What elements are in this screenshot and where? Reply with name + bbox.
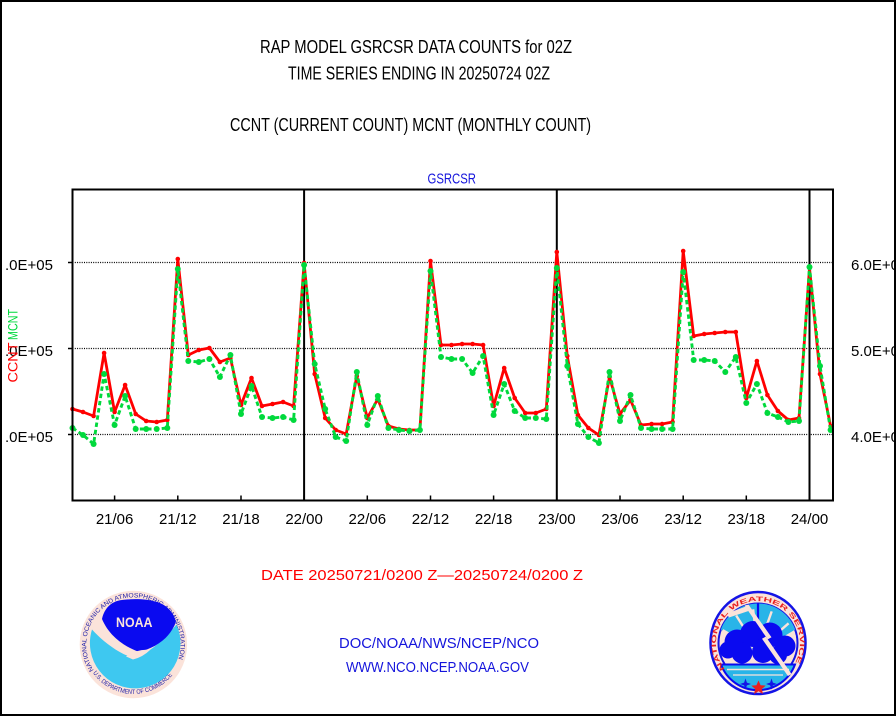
svg-text:RAP MODEL GSRCSR DATA COUNTS f: RAP MODEL GSRCSR DATA COUNTS for 02Z — [260, 37, 572, 57]
svg-text:.0E+05: .0E+05 — [5, 429, 53, 446]
svg-text:MCNT: MCNT — [5, 309, 21, 340]
svg-text:22/00: 22/00 — [285, 511, 323, 528]
svg-text:TIME SERIES ENDING IN 20250724: TIME SERIES ENDING IN 20250724 02Z — [288, 64, 550, 84]
svg-text:21/12: 21/12 — [159, 511, 197, 528]
svg-text:GSRCSR: GSRCSR — [428, 171, 477, 188]
svg-text:22/18: 22/18 — [475, 511, 513, 528]
svg-text:22/12: 22/12 — [412, 511, 450, 528]
svg-text:6.0E+0: 6.0E+0 — [851, 257, 896, 274]
svg-text:4.0E+0: 4.0E+0 — [851, 429, 896, 446]
svg-text:.0E+05: .0E+05 — [5, 343, 53, 360]
svg-text:5.0E+0: 5.0E+0 — [851, 343, 896, 360]
svg-text:23/00: 23/00 — [538, 511, 576, 528]
svg-text:23/12: 23/12 — [664, 511, 702, 528]
svg-text:DOC/NOAA/NWS/NCEP/NCO: DOC/NOAA/NWS/NCEP/NCO — [339, 635, 539, 652]
svg-text:24/00: 24/00 — [791, 511, 829, 528]
svg-text:22/06: 22/06 — [349, 511, 387, 528]
svg-text:23/18: 23/18 — [728, 511, 766, 528]
svg-text:23/06: 23/06 — [601, 511, 639, 528]
svg-text:DATE 20250721/0200 Z—20250724/: DATE 20250721/0200 Z—20250724/0200 Z — [261, 567, 583, 584]
svg-text:CCNT (CURRENT COUNT) MCNT (MON: CCNT (CURRENT COUNT) MCNT (MONTHLY COUNT… — [230, 115, 591, 135]
svg-text:CCNT: CCNT — [5, 342, 21, 382]
svg-text:.0E+05: .0E+05 — [5, 257, 53, 274]
svg-text:WWW.NCO.NCEP.NOAA.GOV: WWW.NCO.NCEP.NOAA.GOV — [346, 659, 529, 676]
svg-text:21/18: 21/18 — [222, 511, 260, 528]
svg-text:21/06: 21/06 — [96, 511, 134, 528]
svg-text:NOAA: NOAA — [116, 615, 153, 630]
